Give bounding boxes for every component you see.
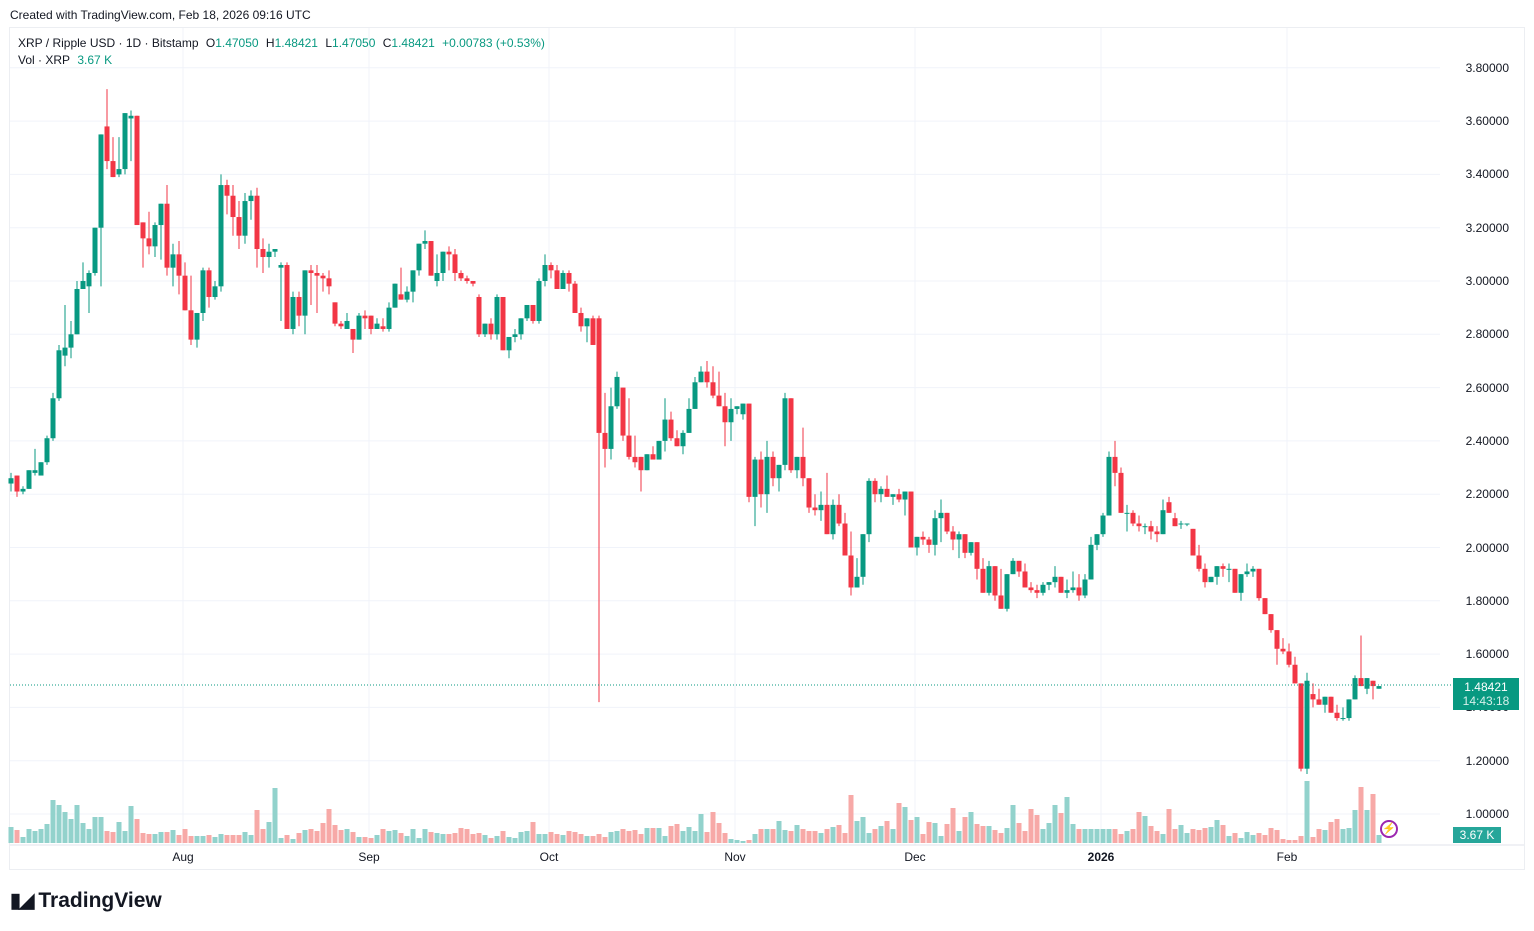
ohlc-row: XRP / Ripple USD · 1D · Bitstamp O1.4705… bbox=[18, 35, 549, 52]
volume-row: Vol · XRP 3.67 K bbox=[18, 52, 549, 69]
chart-frame bbox=[9, 27, 1525, 870]
price-tick: 2.40000 bbox=[1465, 433, 1509, 448]
time-tick: 2026 bbox=[1087, 850, 1115, 864]
last-price-tag: 1.48421 14:43:18 bbox=[1453, 678, 1519, 710]
price-tick: 1.00000 bbox=[1465, 807, 1509, 821]
price-tick: 1.80000 bbox=[1465, 593, 1509, 608]
price-tick: 2.60000 bbox=[1465, 380, 1509, 395]
volume-value: 3.67 K bbox=[77, 53, 113, 67]
price-tick: 3.20000 bbox=[1465, 220, 1509, 235]
price-tick: 1.20000 bbox=[1465, 753, 1509, 768]
change-value: +0.00783 (+0.53%) bbox=[442, 36, 545, 50]
high-value: H1.48421 bbox=[265, 36, 318, 50]
created-caption: Created with TradingView.com, Feb 18, 20… bbox=[10, 8, 311, 22]
time-tick: Oct bbox=[539, 850, 559, 864]
time-tick: Feb bbox=[1276, 850, 1298, 864]
low-value: L1.47050 bbox=[325, 36, 376, 50]
bar-countdown: 14:43:18 bbox=[1462, 694, 1510, 708]
last-price: 1.48421 bbox=[1464, 680, 1508, 694]
symbol-label[interactable]: XRP / Ripple USD · 1D · Bitstamp bbox=[18, 36, 199, 50]
price-tick: 3.80000 bbox=[1465, 60, 1509, 75]
price-tick: 2.20000 bbox=[1465, 487, 1509, 502]
price-tick: 2.00000 bbox=[1465, 540, 1509, 555]
tradingview-logo: ▮◢ TradingView bbox=[10, 888, 162, 913]
volume-tag: 3.67 K bbox=[1453, 827, 1501, 843]
time-tick: Nov bbox=[724, 850, 746, 864]
price-tick: 3.00000 bbox=[1465, 274, 1509, 288]
time-tick: Dec bbox=[904, 850, 926, 864]
lightning-icon[interactable]: ⚡ bbox=[1380, 820, 1398, 838]
brand-name: TradingView bbox=[38, 888, 162, 912]
time-tick: Aug bbox=[172, 850, 194, 864]
time-tick: Sep bbox=[358, 850, 380, 864]
price-tick: 3.40000 bbox=[1465, 167, 1509, 182]
legend: XRP / Ripple USD · 1D · Bitstamp O1.4705… bbox=[18, 35, 549, 69]
volume-label[interactable]: Vol · XRP bbox=[18, 53, 71, 67]
price-tick: 3.60000 bbox=[1465, 114, 1509, 129]
open-value: O1.47050 bbox=[205, 36, 259, 50]
price-tick: 1.60000 bbox=[1465, 647, 1509, 662]
price-tick: 2.80000 bbox=[1465, 327, 1509, 342]
tv-logo-icon: ▮◢ bbox=[10, 890, 34, 912]
close-value: C1.48421 bbox=[382, 36, 435, 50]
